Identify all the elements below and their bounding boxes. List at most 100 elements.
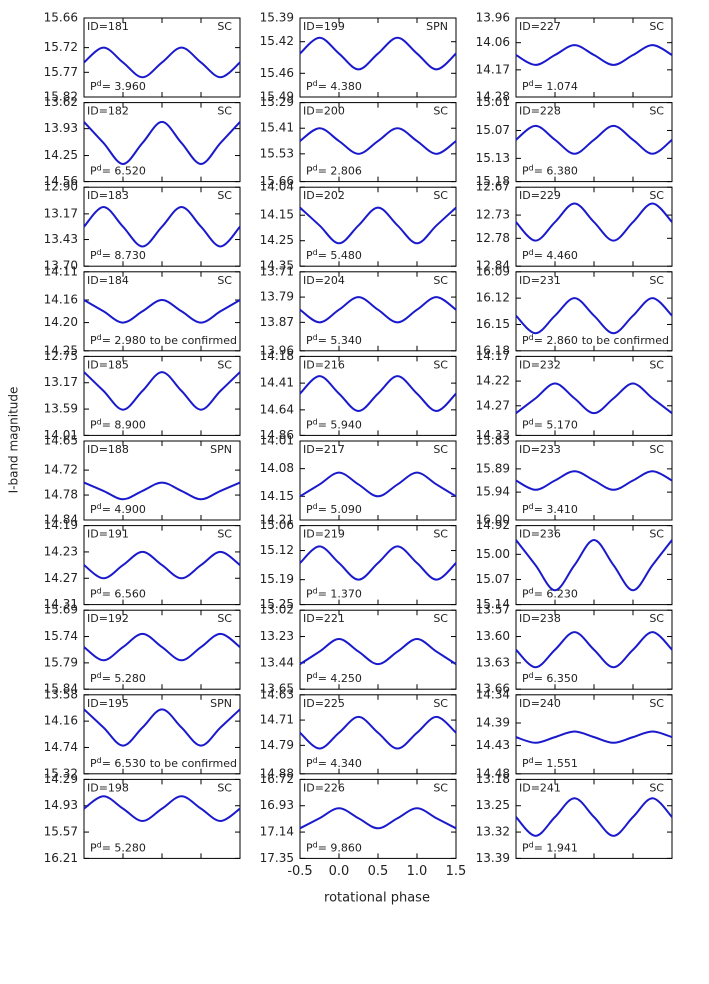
period-symbol: P xyxy=(522,588,529,601)
y-tick-label: 14.64 xyxy=(260,402,294,416)
panel-id: ID=231 xyxy=(519,274,561,287)
y-tick-label: 14.29 xyxy=(44,772,78,786)
fit-curve xyxy=(299,715,457,750)
panel-id: ID=227 xyxy=(519,20,561,33)
period-superscript: d xyxy=(313,163,318,172)
y-tick-label: 15.32 xyxy=(44,766,78,780)
panel-id: ID=198 xyxy=(87,781,129,794)
fit-curve xyxy=(299,807,457,830)
y-tick-label: 15.25 xyxy=(260,597,294,611)
y-tick-label: 14.15 xyxy=(260,489,294,503)
panel-id: ID=221 xyxy=(303,612,345,625)
period-label: Pd= 6.530 xyxy=(90,755,146,770)
y-axis-label: I-band magnitude xyxy=(7,387,21,494)
class-label: SC xyxy=(433,612,448,625)
y-tick-label: 13.43 xyxy=(44,232,78,246)
y-tick-label: 14.86 xyxy=(260,428,294,442)
period-label: Pd= 5.280 xyxy=(90,671,146,686)
period-value: = 4.250 xyxy=(318,672,362,685)
fit-curve xyxy=(515,297,673,335)
y-tick-label: 14.25 xyxy=(260,233,294,247)
fit-curve xyxy=(515,730,673,744)
period-label: Pd= 4.340 xyxy=(306,755,362,770)
period-value: = 5.280 xyxy=(102,672,146,685)
panel-id: ID=233 xyxy=(519,443,561,456)
y-tick-label: 13.63 xyxy=(476,655,510,669)
period-symbol: P xyxy=(90,757,97,770)
y-tick-label: 14.93 xyxy=(44,798,78,812)
y-tick-label: 14.27 xyxy=(476,398,510,412)
class-label: SPN xyxy=(426,20,448,33)
y-tick-label: 14.23 xyxy=(44,544,78,558)
fit-curve xyxy=(515,124,673,155)
period-value: = 4.380 xyxy=(318,80,362,93)
y-tick-label: 15.14 xyxy=(476,597,510,611)
period-symbol: P xyxy=(306,757,313,770)
panel-id: ID=183 xyxy=(87,189,129,202)
y-tick-label: 13.93 xyxy=(44,121,78,135)
period-symbol: P xyxy=(306,672,313,685)
period-label: Pd= 1.074 xyxy=(522,79,578,94)
period-superscript: d xyxy=(529,586,534,595)
panel-id: ID=219 xyxy=(303,528,345,541)
panel-id: ID=202 xyxy=(303,189,345,202)
period-symbol: P xyxy=(90,80,97,93)
period-value: = 3.960 xyxy=(102,80,146,93)
panel-id: ID=188 xyxy=(87,443,129,456)
y-tick-label: 14.04 xyxy=(260,180,294,194)
panel-id: ID=217 xyxy=(303,443,345,456)
y-tick-label: 13.58 xyxy=(44,687,78,701)
period-superscript: d xyxy=(529,671,534,680)
period-superscript: d xyxy=(313,671,318,680)
y-tick-label: 15.66 xyxy=(260,174,294,188)
y-tick-label: 13.32 xyxy=(476,825,510,839)
period-value: = 5.090 xyxy=(318,503,362,516)
class-label: SC xyxy=(649,697,664,710)
fit-curve xyxy=(83,550,241,580)
class-label: SC xyxy=(649,20,664,33)
panel-id: ID=228 xyxy=(519,105,561,118)
y-tick-label: 14.20 xyxy=(44,315,78,329)
period-superscript: d xyxy=(97,79,102,88)
y-tick-label: 14.33 xyxy=(476,428,510,442)
y-tick-label: 15.74 xyxy=(44,629,78,643)
class-label: SC xyxy=(217,274,232,287)
period-symbol: P xyxy=(522,249,529,262)
y-tick-label: 14.34 xyxy=(476,687,510,701)
period-label: Pd= 2.806 xyxy=(306,163,362,178)
period-symbol: P xyxy=(306,503,313,516)
period-value: = 6.380 xyxy=(534,165,578,178)
period-superscript: d xyxy=(313,502,318,511)
panel-id: ID=195 xyxy=(87,697,129,710)
y-tick-label: 13.96 xyxy=(476,11,510,25)
class-label: SC xyxy=(433,781,448,794)
fit-curve xyxy=(83,708,241,747)
y-tick-label: 15.83 xyxy=(476,434,510,448)
period-value: = 6.230 xyxy=(534,588,578,601)
y-tick-label: 12.84 xyxy=(476,259,510,273)
period-superscript: d xyxy=(97,248,102,257)
x-tick-label: 0.5 xyxy=(368,864,389,879)
class-label: SC xyxy=(649,781,664,794)
period-symbol: P xyxy=(522,80,529,93)
class-label: SC xyxy=(433,358,448,371)
note: to be confirmed xyxy=(150,757,237,770)
y-tick-label: 13.87 xyxy=(260,315,294,329)
y-tick-label: 13.44 xyxy=(260,655,294,669)
fit-curve xyxy=(83,795,241,822)
panel-id: ID=185 xyxy=(87,358,129,371)
y-tick-label: 13.18 xyxy=(476,772,510,786)
y-tick-label: 14.17 xyxy=(476,62,510,76)
fit-curve xyxy=(83,371,241,411)
period-superscript: d xyxy=(529,502,534,511)
y-tick-label: 15.19 xyxy=(260,572,294,586)
panel-id: ID=240 xyxy=(519,697,561,710)
period-label: Pd= 9.860 xyxy=(306,840,362,855)
y-tick-label: 15.06 xyxy=(260,518,294,532)
period-value: = 6.530 xyxy=(102,757,146,770)
y-tick-label: 13.57 xyxy=(476,603,510,617)
panel-id: ID=238 xyxy=(519,612,561,625)
period-value: = 6.560 xyxy=(102,588,146,601)
class-label: SC xyxy=(433,105,448,118)
y-tick-label: 14.84 xyxy=(44,513,78,527)
